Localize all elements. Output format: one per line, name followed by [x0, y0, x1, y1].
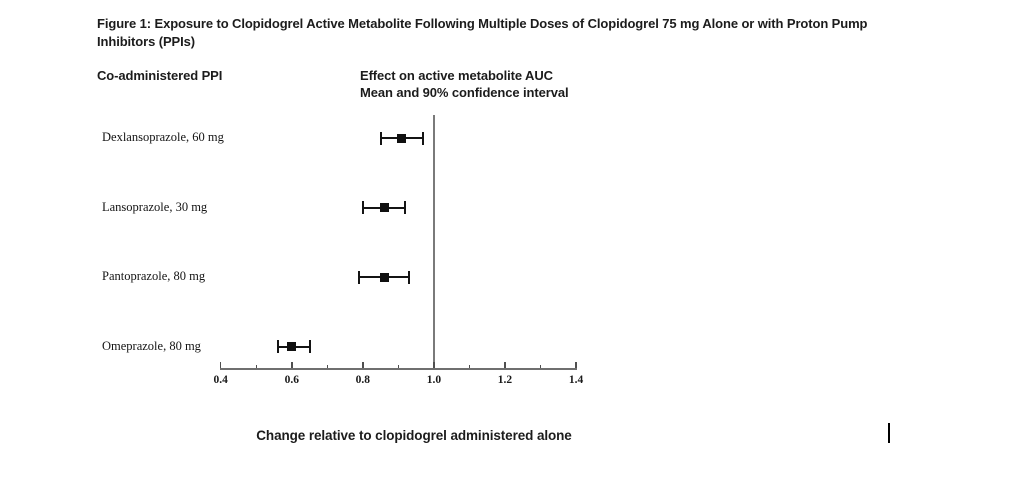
x-axis-major-tick: [575, 362, 577, 368]
row-label: Dexlansoprazole, 60 mg: [102, 130, 224, 144]
ci-cap-low: [276, 340, 279, 353]
right-column-header-line2: Mean and 90% confidence interval: [360, 85, 569, 100]
ci-cap-high: [408, 270, 410, 284]
x-axis-tick-label: 1.2: [497, 374, 513, 386]
x-axis-major-tick: [291, 362, 293, 368]
x-axis-minor-tick: [539, 364, 541, 368]
x-axis-tick-label: 0.8: [355, 374, 370, 386]
x-axis-caption: Change relative to clopidogrel administe…: [256, 428, 572, 443]
x-axis-minor-tick: [326, 364, 328, 368]
x-axis-minor-tick: [397, 364, 399, 368]
reference-line-1x: [433, 115, 435, 370]
mean-marker: [379, 272, 389, 282]
ci-cap-low: [361, 201, 364, 214]
mean-marker: [379, 203, 389, 212]
x-axis-minor-tick: [255, 364, 257, 368]
ci-cap-low: [379, 131, 382, 145]
x-axis-major-tick: [219, 362, 222, 368]
row-label: Pantoprazole, 80 mg: [102, 269, 206, 283]
x-axis-tick-label: 0.6: [284, 374, 299, 386]
mean-marker: [287, 342, 297, 351]
ci-cap-low: [358, 270, 361, 284]
x-axis-major-tick: [504, 362, 506, 368]
x-axis-tick-label: 1.4: [568, 374, 584, 386]
text-cursor-artifact: [888, 423, 890, 443]
row-label: Lansoprazole, 30 mg: [102, 199, 208, 214]
mean-marker: [397, 133, 407, 143]
x-axis-major-tick: [362, 362, 364, 368]
ci-cap-high: [404, 201, 407, 214]
right-column-header: Effect on active metabolite AUC Mean and…: [360, 67, 569, 101]
x-axis-tick-label: 1.0: [426, 374, 442, 386]
ci-cap-high: [422, 131, 425, 145]
ci-cap-high: [308, 340, 311, 353]
x-axis-minor-tick: [468, 364, 470, 368]
left-column-header: Co-administered PPI: [97, 68, 223, 83]
x-axis-major-tick: [433, 362, 435, 368]
figure-title: Figure 1: Exposure to Clopidogrel Active…: [97, 16, 868, 49]
x-axis-tick-label: 0.4: [213, 374, 228, 386]
row-label: Omeprazole, 80 mg: [102, 338, 201, 353]
right-column-header-line1: Effect on active metabolite AUC: [360, 68, 553, 83]
x-axis-line: [219, 368, 577, 370]
